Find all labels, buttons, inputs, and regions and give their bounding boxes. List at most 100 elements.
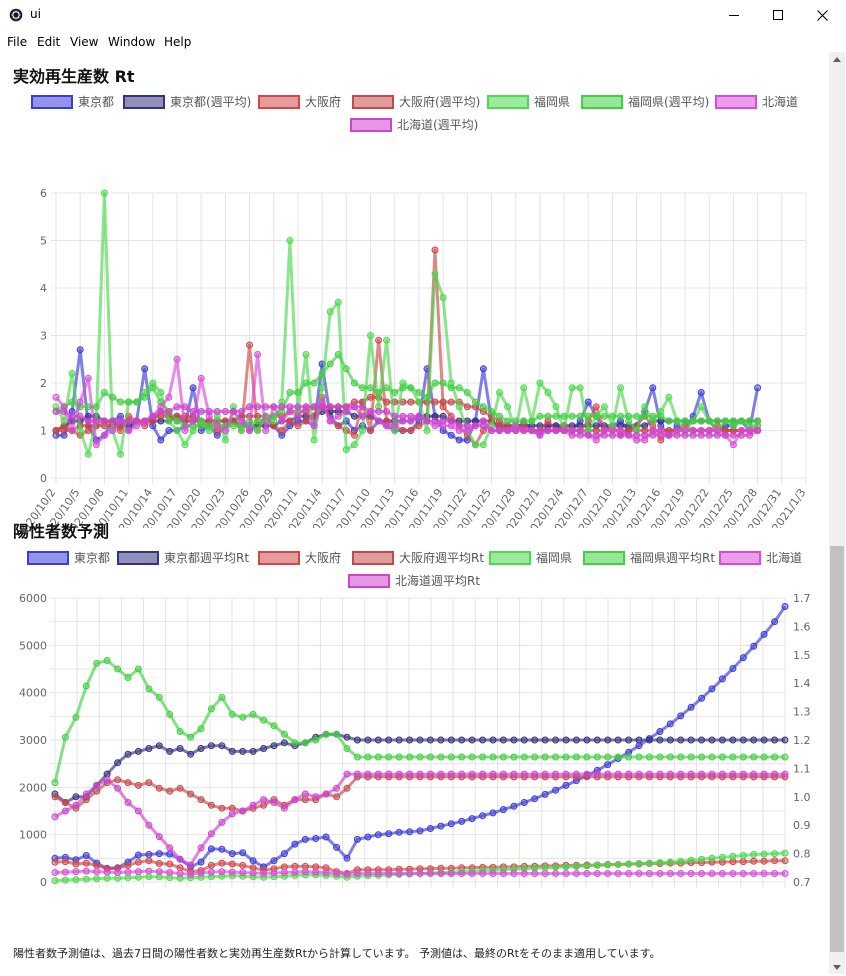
data-point xyxy=(536,379,544,387)
data-point xyxy=(562,736,570,744)
maximize-button[interactable] xyxy=(756,0,800,30)
data-point xyxy=(406,736,414,744)
data-point xyxy=(617,384,624,392)
y-tick-label-right: 1.4 xyxy=(793,677,811,690)
footnote: 陽性者数予測値は、過去7日間の陽性者数と実効再生産数Rtから計算しています。 予… xyxy=(13,947,661,960)
data-point xyxy=(60,417,68,425)
data-point xyxy=(488,427,495,434)
data-point xyxy=(229,422,237,430)
y-tick-label: 3 xyxy=(40,330,47,343)
data-point xyxy=(383,398,391,406)
data-point xyxy=(149,384,157,392)
minimize-icon xyxy=(729,15,739,16)
data-point xyxy=(254,351,262,358)
data-point xyxy=(541,770,549,778)
data-point xyxy=(134,858,142,866)
data-point xyxy=(426,753,434,761)
data-point xyxy=(385,736,393,744)
data-point xyxy=(322,833,330,841)
data-point xyxy=(677,753,685,761)
data-point xyxy=(228,747,236,755)
scroll-thumb[interactable] xyxy=(830,546,844,952)
scroll-up-button[interactable] xyxy=(829,52,845,66)
menu-file[interactable]: File xyxy=(7,35,28,49)
data-point xyxy=(246,403,253,411)
data-point xyxy=(531,795,539,803)
data-point xyxy=(729,417,737,425)
data-point xyxy=(617,431,624,439)
data-point xyxy=(157,417,165,425)
data-point xyxy=(746,427,753,434)
data-point xyxy=(568,384,576,392)
data-point xyxy=(157,412,165,420)
data-point xyxy=(218,868,226,876)
y-tick-label-right: 1.6 xyxy=(793,620,811,633)
data-point xyxy=(218,742,226,750)
data-point xyxy=(221,408,229,415)
data-point xyxy=(439,422,447,430)
data-point xyxy=(583,736,591,744)
data-point xyxy=(399,384,407,392)
scroll-down-button[interactable] xyxy=(829,960,845,974)
data-point xyxy=(635,736,643,744)
data-point xyxy=(407,398,415,406)
vertical-scrollbar[interactable] xyxy=(829,52,845,974)
data-point xyxy=(326,417,334,425)
data-point xyxy=(367,408,374,415)
data-point xyxy=(333,793,341,801)
close-button[interactable] xyxy=(800,0,844,30)
data-point xyxy=(301,835,309,843)
data-point xyxy=(760,870,768,877)
data-point xyxy=(187,750,195,758)
data-point xyxy=(746,422,753,430)
data-point xyxy=(576,412,584,420)
data-point xyxy=(312,736,320,744)
data-point xyxy=(207,742,215,750)
data-point xyxy=(625,431,633,439)
data-point xyxy=(406,753,414,761)
data-point xyxy=(593,770,601,778)
data-point xyxy=(197,858,205,866)
data-point xyxy=(310,403,318,411)
data-point xyxy=(625,748,633,756)
data-point xyxy=(318,403,326,411)
data-point xyxy=(141,365,149,373)
data-point xyxy=(155,784,163,792)
menu-edit[interactable]: Edit xyxy=(37,35,61,49)
data-point xyxy=(463,389,471,396)
data-point xyxy=(155,833,163,841)
data-point xyxy=(125,427,133,434)
data-point xyxy=(391,422,399,430)
data-point xyxy=(431,379,439,387)
data-point xyxy=(333,784,341,792)
menu-view[interactable]: View xyxy=(70,35,99,49)
data-point xyxy=(407,412,415,420)
chevron-down-icon xyxy=(833,964,841,970)
data-point xyxy=(322,790,330,798)
data-point xyxy=(721,427,729,434)
legend-swatch xyxy=(715,95,757,109)
data-point xyxy=(718,675,726,683)
minimize-button[interactable] xyxy=(712,0,756,30)
data-point xyxy=(278,431,286,439)
data-point xyxy=(278,408,286,415)
data-point xyxy=(221,436,229,444)
data-point xyxy=(657,422,665,430)
data-point xyxy=(760,630,768,638)
data-point xyxy=(708,736,716,744)
data-point xyxy=(583,770,591,778)
menu-window[interactable]: Window xyxy=(108,35,156,49)
data-point xyxy=(364,753,372,761)
data-point xyxy=(117,398,124,406)
data-point xyxy=(528,417,536,425)
menu-help[interactable]: Help xyxy=(164,35,192,49)
data-point xyxy=(213,412,221,420)
y-tick-label-right: 0.8 xyxy=(793,848,811,861)
data-point xyxy=(343,733,351,741)
data-point xyxy=(705,431,713,439)
data-point xyxy=(666,870,674,877)
data-point xyxy=(145,745,153,752)
data-point xyxy=(359,403,366,411)
data-point xyxy=(218,804,226,812)
data-point xyxy=(754,427,762,434)
